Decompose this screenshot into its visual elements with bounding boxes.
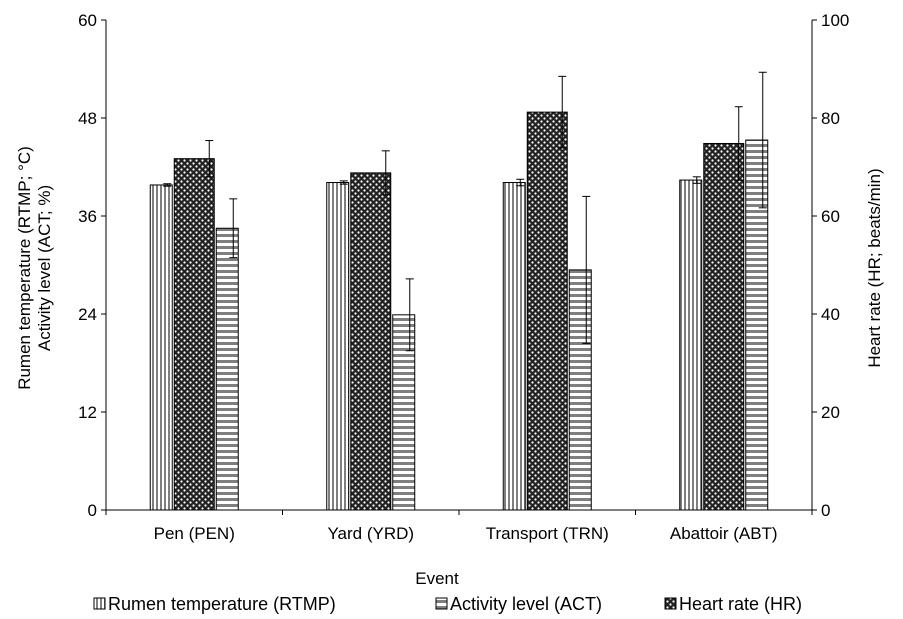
legend-swatch — [664, 597, 677, 610]
y-left-tick-label: 12 — [78, 403, 97, 422]
x-axis-title: Event — [415, 569, 459, 588]
y-axis-left-title-line1: Rumen temperature (RTMP; °C) — [15, 146, 34, 390]
bar-heart-rate-hr — [173, 158, 215, 511]
y-right-tick-label: 100 — [821, 11, 849, 30]
bar-activity-level-act — [215, 227, 239, 511]
bar-activity-level-act — [745, 139, 769, 511]
y-right-tick-label: 20 — [821, 403, 840, 422]
plot-area — [149, 71, 769, 511]
legend-label: Rumen temperature (RTMP) — [108, 594, 336, 614]
bar-activity-level-act — [392, 314, 416, 511]
y-right-tick-label: 60 — [821, 207, 840, 226]
y-right-tick-label: 80 — [821, 109, 840, 128]
y-right-tick-label: 40 — [821, 305, 840, 324]
y-left-tick-label: 48 — [78, 109, 97, 128]
y-axis-right-title: Heart rate (HR; beats/min) — [865, 168, 884, 367]
legend-label: Heart rate (HR) — [679, 594, 802, 614]
legend-label: Activity level (ACT) — [450, 594, 602, 614]
y-left-tick-label: 60 — [78, 11, 97, 30]
bar-heart-rate-hr — [703, 142, 745, 511]
bar-heart-rate-hr — [350, 172, 392, 511]
bar-rumen-temperature-rtmp — [326, 182, 350, 511]
bar-rumen-temperature-rtmp — [502, 182, 526, 511]
y-left-tick-label: 36 — [78, 207, 97, 226]
legend: Rumen temperature (RTMP) Activity level (… — [93, 594, 802, 614]
y-left-tick-label: 24 — [78, 305, 97, 324]
y-left-tick-label: 0 — [88, 501, 97, 520]
legend-swatch — [93, 597, 106, 610]
bar-activity-level-act — [568, 269, 592, 511]
bar-heart-rate-hr — [526, 111, 568, 511]
x-tick-label: Abattoir (ABT) — [670, 524, 778, 543]
bar-rumen-temperature-rtmp — [149, 184, 173, 511]
y-axis-left-title-line2: Activity level (ACT; %) — [35, 185, 54, 351]
bar-rumen-temperature-rtmp — [679, 179, 703, 511]
legend-swatch — [435, 597, 448, 610]
x-tick-label: Transport (TRN) — [486, 524, 609, 543]
x-tick-label: Pen (PEN) — [154, 524, 235, 543]
axes: 0 12 24 36 48 60 0 20 40 60 80 100 Pen (PEN) Yard (YR… — [78, 11, 849, 543]
x-tick-label: Yard (YRD) — [327, 524, 414, 543]
y-right-tick-label: 0 — [821, 501, 830, 520]
